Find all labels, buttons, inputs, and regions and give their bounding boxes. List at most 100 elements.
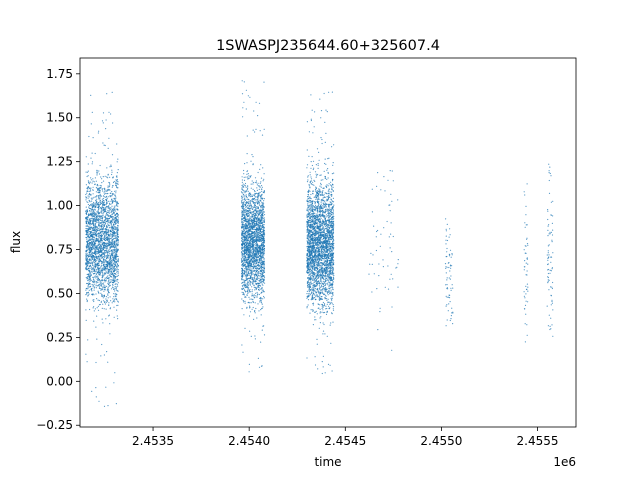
data-point <box>99 280 101 282</box>
data-point <box>107 177 109 179</box>
data-point <box>244 265 246 267</box>
data-point <box>255 218 257 221</box>
data-point <box>94 233 96 235</box>
data-point <box>92 232 94 234</box>
data-point <box>97 247 99 249</box>
data-point <box>115 292 117 295</box>
data-point <box>99 194 101 197</box>
data-point <box>259 246 261 248</box>
data-point <box>112 185 114 187</box>
data-point <box>263 252 265 254</box>
data-point <box>242 238 244 240</box>
data-point <box>95 203 97 205</box>
data-point <box>96 203 98 206</box>
data-point <box>247 228 249 230</box>
data-point <box>253 221 255 224</box>
data-point <box>249 273 251 275</box>
data-point <box>259 301 261 303</box>
data-point <box>261 188 263 190</box>
data-point <box>92 214 94 216</box>
data-point <box>106 267 108 270</box>
data-point <box>87 288 89 290</box>
data-point <box>242 233 244 235</box>
data-point <box>242 194 244 196</box>
data-point <box>255 208 257 210</box>
data-point <box>263 249 265 251</box>
data-point <box>242 279 244 281</box>
data-point <box>242 185 244 187</box>
data-point <box>101 178 103 180</box>
data-point <box>254 225 256 227</box>
data-point <box>86 217 88 219</box>
data-point <box>117 181 119 183</box>
data-point <box>244 233 246 235</box>
data-point <box>94 252 96 254</box>
data-point <box>247 254 249 256</box>
data-point <box>93 205 95 207</box>
data-point <box>91 152 93 154</box>
data-point <box>115 273 117 275</box>
data-point <box>254 254 256 256</box>
data-point <box>248 274 250 276</box>
data-point <box>260 282 262 284</box>
data-point <box>110 203 112 205</box>
data-point <box>111 260 113 262</box>
data-point <box>98 237 100 239</box>
data-point <box>247 285 249 287</box>
data-point <box>110 211 112 214</box>
data-point <box>102 268 104 270</box>
data-point <box>251 257 253 259</box>
data-point <box>97 219 99 221</box>
data-point <box>253 246 255 248</box>
data-point <box>250 302 252 304</box>
data-point <box>250 195 252 197</box>
data-point <box>243 281 245 283</box>
data-point <box>117 183 119 185</box>
data-point <box>256 238 259 241</box>
data-point <box>251 282 253 284</box>
data-point <box>116 250 118 252</box>
data-point <box>243 211 245 213</box>
data-point <box>92 245 94 247</box>
data-point <box>105 218 107 220</box>
data-point <box>91 238 93 240</box>
data-point <box>256 317 258 319</box>
data-point <box>246 204 248 206</box>
data-point <box>92 286 94 288</box>
data-point <box>97 264 99 266</box>
data-point <box>241 197 243 199</box>
data-point <box>248 230 251 232</box>
data-point <box>252 301 254 303</box>
data-point <box>117 187 119 189</box>
data-point <box>110 259 112 261</box>
data-point <box>102 303 104 305</box>
data-point <box>262 251 265 253</box>
data-point <box>115 219 117 221</box>
data-point <box>85 268 87 270</box>
data-point <box>97 258 99 260</box>
data-point <box>99 282 101 284</box>
data-point <box>108 267 111 269</box>
data-point <box>95 275 97 278</box>
data-point <box>253 295 255 297</box>
data-point <box>250 260 252 262</box>
data-point <box>253 211 255 213</box>
data-point <box>97 277 99 279</box>
data-point <box>260 256 262 258</box>
data-point <box>116 280 118 282</box>
data-point <box>100 185 102 187</box>
data-point <box>256 296 258 298</box>
data-point <box>251 244 253 246</box>
data-point <box>258 221 260 223</box>
data-point <box>103 250 105 252</box>
data-point <box>254 266 256 268</box>
data-point <box>101 215 103 217</box>
data-point <box>103 262 105 264</box>
data-point <box>263 334 266 336</box>
data-point <box>98 229 101 231</box>
data-point <box>117 266 119 268</box>
data-point <box>108 252 110 254</box>
data-point <box>109 203 111 205</box>
data-point <box>259 260 261 262</box>
data-point <box>95 225 97 227</box>
